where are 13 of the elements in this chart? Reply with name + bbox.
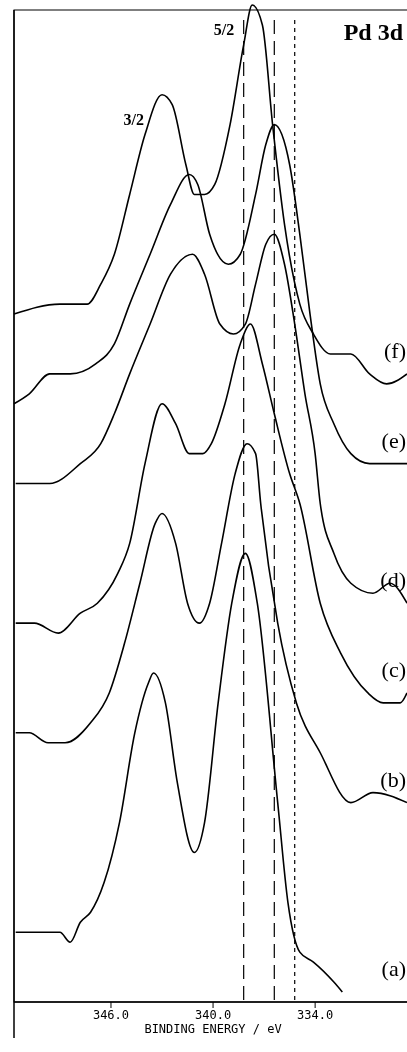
annotation: 5/2 — [213, 21, 235, 38]
series-label: (f) — [384, 337, 406, 363]
x-tick-label: 346.0 — [92, 1008, 130, 1022]
x-axis-title: BINDING ENERGY / eV — [144, 1022, 282, 1036]
annotation: 3/2 — [123, 110, 145, 128]
series-label: (c) — [381, 656, 406, 682]
text: Pd 3d — [343, 19, 404, 45]
series-label: (b) — [380, 766, 406, 792]
series-label: (a) — [381, 956, 406, 982]
series-label: (d) — [380, 567, 406, 593]
x-tick-label: 340.0 — [194, 1008, 232, 1022]
series-label: (e) — [381, 427, 406, 453]
x-tick-label: 334.0 — [297, 1008, 334, 1022]
